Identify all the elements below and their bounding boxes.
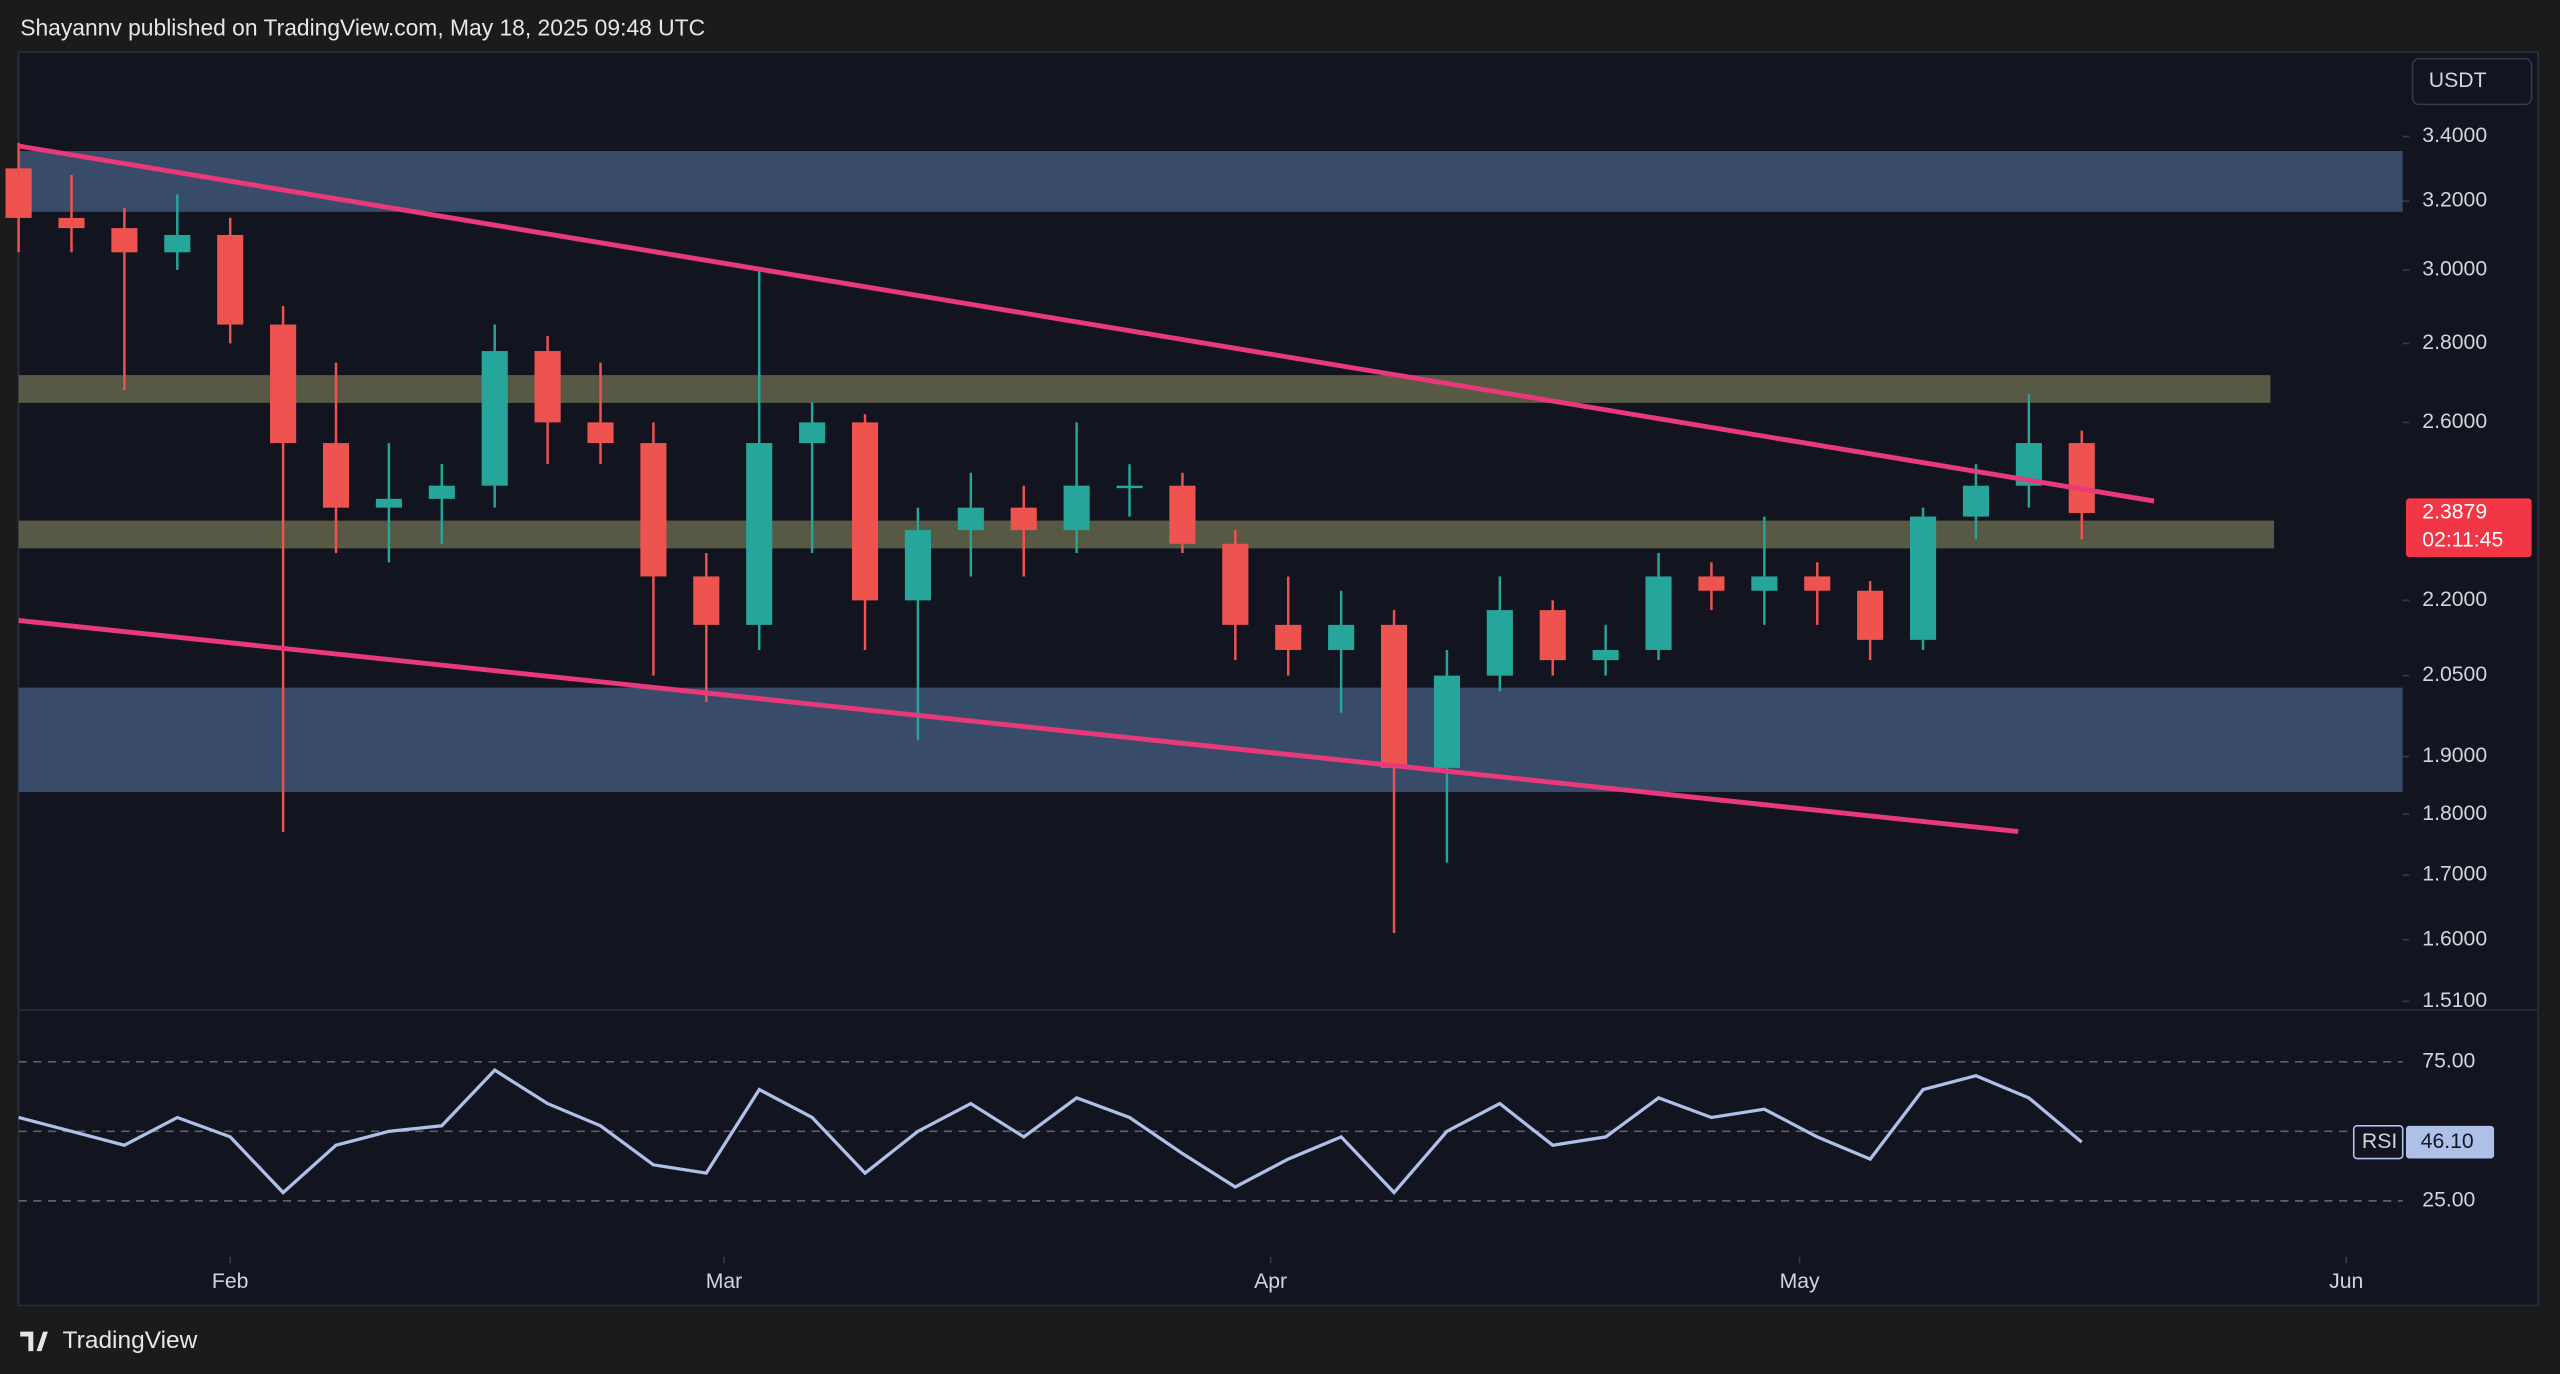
candle-body [481, 351, 508, 486]
candle-body [746, 443, 773, 625]
candle-body [1380, 624, 1408, 768]
chart-frame [17, 51, 2539, 1307]
candle-body [693, 576, 720, 625]
candle-body [322, 443, 350, 508]
y-tick-label: 2.0500 [2422, 663, 2487, 686]
candle-body [1275, 624, 1302, 650]
candle-body [164, 234, 191, 253]
candle-body [1592, 649, 1619, 661]
candle-body [217, 234, 244, 325]
header: Shayannv published on TradingView.com, M… [20, 14, 705, 40]
y-tick-label: 2.8000 [2422, 331, 2487, 354]
candle-body [1804, 576, 1831, 591]
candle-body [957, 507, 984, 531]
candle-body [1116, 485, 1143, 489]
y-tick-label: 1.7000 [2422, 863, 2487, 886]
candle-body [1698, 576, 1725, 591]
candle-body [1486, 610, 1513, 676]
last-price-box [2405, 498, 2532, 558]
y-tick-label: 1.9000 [2422, 744, 2487, 767]
y-tick-label: 3.0000 [2422, 258, 2487, 281]
candle-body [428, 485, 455, 499]
candle-body [2068, 443, 2095, 514]
candle-body [58, 217, 85, 229]
candle-body [1222, 543, 1249, 625]
zone [18, 151, 2403, 212]
rsi-name-box [2352, 1125, 2404, 1160]
y-tick-label: 3.2000 [2422, 189, 2487, 212]
rsi-tick-label: 25.00 [2422, 1188, 2475, 1211]
candle-body [1328, 624, 1355, 650]
y-tick-label: 3.4000 [2422, 124, 2487, 147]
candle-body [1010, 507, 1037, 531]
currency: USDT [2429, 69, 2487, 92]
y-tick-label: 2.2000 [2422, 588, 2487, 611]
x-tick-label: May [1780, 1270, 1820, 1293]
candle-body [1751, 576, 1778, 591]
footer-logo [20, 1331, 48, 1352]
footer: TradingView [63, 1327, 198, 1354]
candle-body [799, 422, 826, 444]
rsi-value-box [2405, 1125, 2495, 1159]
candle-body [270, 324, 297, 444]
candle-body [1857, 590, 1884, 640]
countdown: 02:11:45 [2422, 528, 2503, 551]
zone [18, 375, 2271, 403]
y-tick-label: 1.6000 [2422, 927, 2487, 950]
x-tick-label: Apr [1254, 1270, 1287, 1293]
rsi-value: 46.10 [2421, 1130, 2474, 1153]
last-price: 2.3879 [2422, 501, 2487, 524]
candle-body [5, 168, 32, 218]
zone [18, 520, 2274, 549]
candle-body [1539, 610, 1566, 661]
x-tick-label: Jun [2329, 1270, 2363, 1293]
candle-body [1910, 516, 1937, 640]
candle-body [375, 498, 402, 508]
candle-body [1063, 485, 1090, 531]
currency-box[interactable] [2411, 57, 2533, 106]
logo-icon [20, 1331, 48, 1352]
zone [18, 687, 2403, 792]
candle-body [587, 422, 614, 444]
rsi-name: RSI [2362, 1130, 2397, 1153]
y-tick-label: 2.6000 [2422, 410, 2487, 433]
rsi-line [18, 1068, 2083, 1195]
candle-body [1433, 675, 1460, 768]
candle-body [111, 228, 138, 253]
y-tick-label: 1.8000 [2422, 802, 2487, 825]
candle-body [904, 530, 931, 601]
plot: 3.4000 3.2000 3.0000 2.8000 2.6000 2.2000 2.05… [5, 124, 2532, 1293]
trend-line [18, 617, 2019, 834]
rsi-tick-label: 75.00 [2422, 1049, 2475, 1072]
candle-body [1962, 485, 1990, 517]
candle-body [851, 422, 879, 601]
x-tick-label: Mar [706, 1270, 743, 1293]
candle-body [534, 351, 561, 423]
candle-body [1169, 485, 1196, 544]
y-tick-label: 1.5100 [2422, 989, 2487, 1012]
candle-body [640, 443, 667, 577]
candle-body [1645, 576, 1672, 650]
x-tick-label: Feb [212, 1270, 249, 1293]
trend-line [18, 143, 2155, 504]
